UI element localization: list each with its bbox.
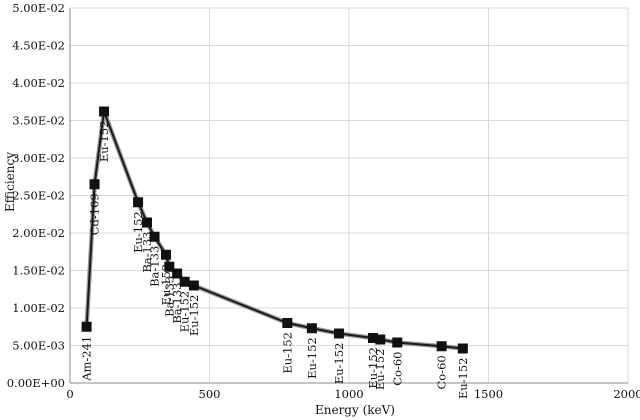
data-point-marker [436,341,447,352]
point-label: Eu-152 [456,358,470,400]
x-tick-label: 1500 [474,387,503,401]
point-label: Ba-133 [140,232,154,273]
point-label: Ba-133 [170,283,184,324]
y-tick-label: 2.00E-02 [12,226,65,240]
data-point-marker [188,280,199,291]
point-label: Co-60 [390,352,404,386]
point-label: Cd-109 [88,193,102,235]
y-tick-label: 2.50E-02 [12,189,65,203]
y-axis-title: Efficiency [3,152,17,212]
data-point-marker [306,323,317,334]
data-point-marker [333,328,344,339]
point-label: Eu-152 [332,343,346,385]
y-tick-label: 5.00E-02 [12,1,65,15]
point-label: Eu-152 [131,211,145,253]
data-point-marker [367,333,378,343]
data-point-marker [99,106,110,117]
data-point-marker [133,197,144,208]
data-points [81,106,468,354]
point-label: Am-241 [80,336,94,382]
data-point-marker [282,318,293,328]
y-tick-label: 1.00E-02 [12,301,65,315]
data-point-marker [160,249,171,260]
point-label: Co-60 [435,355,449,389]
data-point-marker [149,231,160,242]
data-point-marker [375,334,386,345]
point-label: Eu-152 [373,349,387,391]
x-tick-label: 2000 [613,387,640,401]
y-tick-label: 4.00E-02 [12,76,65,90]
x-axis-title: Energy (keV) [315,403,395,417]
x-tick-label: 1000 [334,387,363,401]
data-point-marker [81,321,92,332]
y-tick-label: 3.00E-02 [12,151,65,165]
point-label: Ba-133 [148,246,162,287]
point-label: Eu-152 [187,295,201,337]
point-label: Eu-152 [280,332,294,374]
point-label: Eu-152 [97,120,111,162]
x-tick-label: 500 [199,387,221,401]
data-point-marker [457,343,468,354]
data-point-marker [179,276,190,287]
point-label: Eu-152 [366,347,380,389]
point-label: Eu-152 [305,337,319,379]
data-point-marker [164,261,175,272]
tick-labels: 0.00E+00 5.00E-03 1.00E-02 1.50E-02 2.00E-02… [7,1,640,401]
point-label: Ba-133 [162,276,176,317]
x-tick-label: 0 [66,387,73,401]
data-point-marker [392,337,403,348]
grid [70,7,629,383]
data-point-marker [172,268,183,279]
y-tick-label: 5.00E-03 [12,339,65,353]
data-point-marker [89,179,100,190]
y-tick-label: 4.50E-02 [12,39,65,53]
y-tick-label: 0.00E+00 [7,376,65,390]
point-label: Eu-152 [178,291,192,333]
data-point-marker [142,217,153,228]
y-tick-label: 3.50E-02 [12,114,65,128]
point-labels: Am-241Cd-109Eu-152Eu-152Ba-133Ba-133Eu-1… [80,120,470,399]
axes [69,8,628,384]
point-label: Eu-152 [159,264,173,306]
y-tick-label: 1.50E-02 [12,264,65,278]
